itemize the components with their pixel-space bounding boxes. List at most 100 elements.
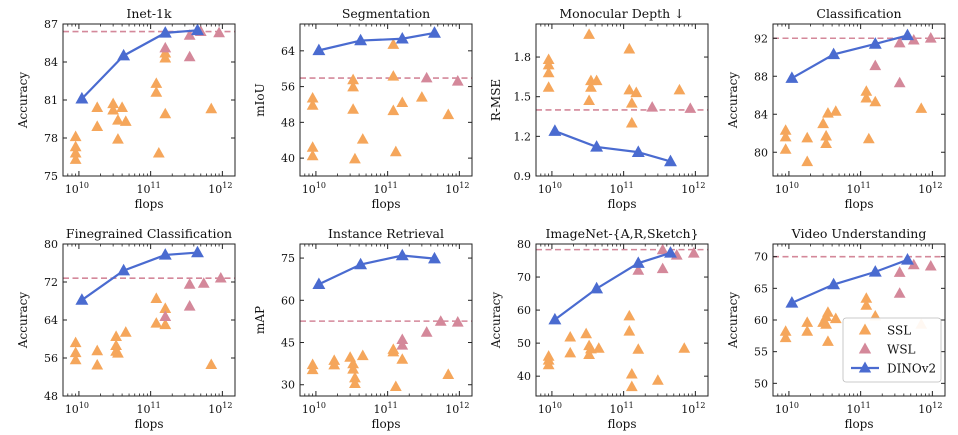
ssl-point (159, 52, 172, 63)
dinov2-point (590, 281, 604, 294)
legend-dinov2-label: DINOv2 (887, 362, 936, 376)
ssl-point (306, 363, 319, 375)
ssl-point (107, 97, 120, 109)
ssl-point (822, 306, 834, 317)
axes-frame (62, 243, 236, 397)
x-axis-label: flops (371, 417, 400, 431)
ssl-point (306, 92, 319, 103)
ssl-point (349, 371, 361, 383)
ssl-point (150, 317, 163, 328)
y-tick-label: 80 (44, 238, 58, 251)
y-tick-label: 55 (754, 346, 768, 359)
ssl-point (779, 331, 792, 343)
ssl-point (69, 153, 82, 164)
ssl-point (205, 102, 218, 114)
ssl-point (779, 325, 792, 336)
dinov2-point (354, 257, 368, 270)
x-tick-label: 1011 (847, 181, 871, 196)
panel-2: Segmentation 40 48 56 64 1010 1011 1012 flops mIo… (253, 6, 473, 211)
ssl-point (820, 129, 832, 141)
y-tick-label: 56 (44, 352, 58, 365)
wsl-point (646, 101, 659, 112)
ssl-point (91, 120, 104, 131)
x-tick-label: 1010 (302, 181, 326, 196)
ssl-point (119, 326, 132, 337)
ssl-point (625, 367, 638, 379)
ssl-point (625, 380, 638, 392)
wsl-point (924, 259, 937, 271)
axes-frame (62, 23, 236, 177)
y-axis-label: Accuracy (726, 72, 740, 129)
ssl-point (159, 107, 172, 119)
y-tick-label: 0.9 (514, 170, 532, 183)
ssl-point (159, 318, 172, 330)
plot-area (300, 248, 472, 392)
panel-6: Instance Retrieval 30 45 60 75 1010 1011 1012 fl… (253, 226, 473, 431)
wsl-point (197, 277, 210, 288)
panel-5: Finegrained Classification 48 56 64 72 80 1010… (16, 226, 236, 431)
wsl-point (893, 287, 906, 298)
ssl-point (328, 354, 341, 365)
ssl-point (306, 141, 319, 152)
ssl-point (829, 105, 842, 116)
panel-title: ImageNet-{A,R,Sketch} (545, 226, 698, 241)
dinov2-point (664, 246, 677, 258)
dinov2-point (785, 71, 799, 83)
y-tick-label: 56 (281, 81, 295, 94)
ssl-point (91, 101, 104, 112)
wsl-point (907, 33, 920, 45)
ssl-point (583, 94, 595, 106)
dinov2-line (554, 130, 671, 163)
ssl-point (69, 346, 82, 358)
dinov2-point (590, 140, 604, 152)
legend-ssl-label: SSL (887, 324, 911, 338)
panel-title: Monocular Depth ↓ (559, 6, 684, 21)
dinov2-point (901, 28, 914, 41)
dinov2-point (158, 248, 172, 260)
ssl-point (860, 292, 873, 303)
x-tick-label: 1012 (681, 181, 705, 196)
ssl-point (542, 58, 555, 70)
dinov2-point (191, 245, 204, 258)
panel-title: Inet-1k (126, 6, 172, 21)
dinov2-point (312, 43, 326, 56)
y-tick-label: 50 (754, 377, 768, 390)
dinov2-point (158, 26, 172, 38)
ssl-point (442, 368, 455, 379)
dinov2-point (354, 33, 368, 46)
x-axis-label: flops (607, 197, 636, 211)
ssl-point (387, 104, 400, 116)
ssl-point (306, 149, 319, 161)
ssl-point (542, 53, 555, 65)
dinov2-line (791, 34, 908, 80)
y-tick-label: 84 (754, 108, 768, 121)
ssl-point (91, 344, 104, 356)
x-tick-label: 1011 (610, 181, 634, 196)
ssl-point (542, 358, 555, 370)
wsl-point (420, 326, 433, 337)
ssl-point (69, 147, 82, 158)
ssl-point (69, 336, 82, 348)
panel-1: Inet-1k 75 78 81 84 87 1010 1011 1012 flops Accura… (16, 6, 236, 211)
wsl-point (893, 36, 906, 48)
dinov2-line (81, 251, 198, 301)
dinov2-line (318, 254, 435, 286)
ssl-point (673, 83, 686, 95)
dinov2-point (428, 251, 441, 264)
wsl-point (656, 244, 669, 255)
ssl-point (356, 349, 369, 361)
ssl-point (110, 330, 122, 341)
wsl-point (213, 26, 225, 38)
wsl-point (396, 333, 409, 345)
plot-area (536, 244, 708, 392)
x-tick-label: 1010 (538, 401, 562, 416)
axes-frame (299, 243, 473, 397)
legend-ssl-marker (858, 323, 872, 335)
dinov2-point (868, 265, 882, 277)
y-tick-label: 48 (44, 390, 58, 403)
axes-frame (772, 23, 946, 177)
wsl-point (159, 41, 172, 53)
dinov2-line (318, 31, 435, 52)
ssl-point (387, 70, 400, 81)
x-tick-label: 1011 (137, 401, 161, 416)
